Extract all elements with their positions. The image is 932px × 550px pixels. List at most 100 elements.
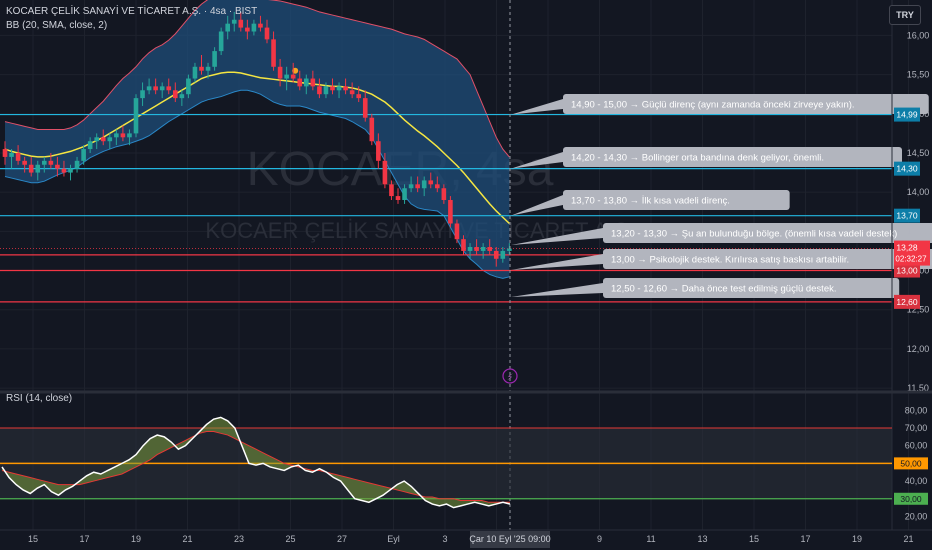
candle-body: [310, 78, 316, 87]
callout-pointer: [511, 152, 563, 169]
candle-body: [55, 164, 60, 169]
current-price-label: 13,28: [896, 243, 918, 253]
candle-body: [277, 66, 283, 79]
time-tick-label: 25: [285, 534, 295, 544]
candle-body: [186, 78, 191, 95]
callout-box: [563, 94, 929, 114]
candle-body: [199, 66, 204, 71]
rsi-tick-label: 20,00: [905, 511, 928, 521]
candle-body: [231, 19, 237, 24]
time-tick-label: 21: [903, 534, 913, 544]
candle-body: [179, 94, 185, 99]
time-tick-label: 15: [28, 534, 38, 544]
level-price-label: 13,70: [896, 211, 918, 221]
candle-body: [42, 160, 47, 165]
candle-body: [362, 98, 368, 118]
level-price-tag: [894, 107, 920, 122]
callout-pointer: [511, 228, 603, 245]
candles: [2, 11, 512, 267]
candle-body: [251, 23, 257, 32]
candle-body: [421, 180, 427, 189]
candle-body: [2, 149, 8, 157]
candle-body: [15, 152, 21, 161]
candle-body: [173, 90, 178, 99]
rsi-ma-line: [1, 431, 510, 503]
callout-pointer: [511, 195, 563, 216]
candle-body: [487, 247, 492, 251]
candle-body: [28, 164, 34, 173]
rsi-low-tag: [894, 492, 928, 505]
price-tick-label: 13,50: [907, 226, 930, 236]
rsi-line: [1, 416, 511, 509]
candle-body: [435, 184, 440, 189]
candle-body: [493, 250, 499, 259]
time-axis: 15171921232527Eyl35791113151719212325272…: [28, 531, 914, 548]
price-tick-label: 12,50: [907, 305, 930, 315]
cursor-time-tag: [470, 531, 550, 548]
bb-indicator-label[interactable]: BB (20, SMA, close, 2): [6, 20, 108, 31]
rsi-tick-label: 70,00: [905, 423, 928, 433]
level-price-tag: [894, 263, 920, 278]
time-tick-label: 23: [234, 534, 244, 544]
rsi-mid-tag-label: 50,00: [900, 458, 922, 468]
level-price-label: 12,60: [896, 297, 918, 307]
candle-body: [369, 117, 375, 142]
candle-body: [68, 168, 73, 173]
price-axis: 16,0015,5015,0014,5014,0013,5013,0012,50…: [894, 30, 930, 393]
level-price-tag: [894, 294, 920, 309]
candle-body: [9, 152, 14, 157]
callout-pointer: [511, 283, 603, 297]
candle-body: [94, 137, 99, 142]
time-tick-label: 19: [852, 534, 862, 544]
candle-body: [349, 90, 355, 95]
time-tick-label: 27: [337, 534, 347, 544]
candle-body: [461, 239, 466, 251]
price-tick-label: 15,50: [907, 70, 930, 80]
price-tick-label: 11,50: [907, 383, 929, 393]
callout-text: 14,90 - 15,00 → Güçlü direnç (aynı zaman…: [571, 100, 855, 111]
rsi-indicator-label[interactable]: RSI (14, close): [6, 393, 73, 404]
time-tick-label: 21: [182, 534, 192, 544]
candle-body: [166, 86, 172, 91]
time-tick-label: 3: [442, 534, 447, 544]
candle-body: [153, 86, 158, 91]
candle-body: [402, 188, 407, 200]
currency-button[interactable]: TRY: [889, 5, 921, 25]
cursor-time-label: Çar 10 Eyl '25 09:00: [469, 534, 550, 544]
candle-body: [304, 78, 309, 87]
candle-body: [258, 23, 263, 28]
candle-body: [35, 164, 41, 173]
time-tick-label: 9: [597, 534, 602, 544]
rsi-fill: [2, 417, 510, 508]
callout-pointer: [511, 99, 563, 115]
time-tick-label: 17: [79, 534, 89, 544]
candle-body: [48, 160, 54, 165]
callout-text: 13,00 → Psikolojik destek. Kırılırsa sat…: [611, 255, 849, 266]
countdown-label: 02:32:27: [895, 255, 927, 264]
candle-body: [441, 188, 447, 200]
candle-body: [87, 141, 93, 150]
candle-body: [100, 137, 106, 142]
bollinger-lower: [4, 89, 510, 279]
callout-text: 13,20 - 13,30 → Şu an bulunduğu bölge. (…: [611, 229, 897, 240]
candle-body: [415, 184, 420, 189]
bollinger-fill: [5, 0, 510, 279]
candle-body: [454, 223, 460, 240]
price-tick-label: 16,00: [907, 30, 930, 40]
time-tick-label: 13: [697, 534, 707, 544]
time-tick-label: Eyl: [387, 534, 400, 544]
candle-body: [323, 86, 329, 95]
lightning-icon: [502, 368, 518, 384]
callout-box: [563, 147, 902, 167]
candle-body: [264, 27, 270, 40]
callout-box: [603, 278, 900, 298]
candle-body: [205, 66, 211, 71]
callout-box: [603, 223, 932, 243]
level-price-label: 14,30: [896, 164, 918, 174]
candle-body: [356, 94, 361, 99]
candle-body: [467, 247, 473, 251]
candle-body: [408, 184, 414, 189]
candle-body: [146, 86, 152, 91]
time-tick-label: 15: [749, 534, 759, 544]
